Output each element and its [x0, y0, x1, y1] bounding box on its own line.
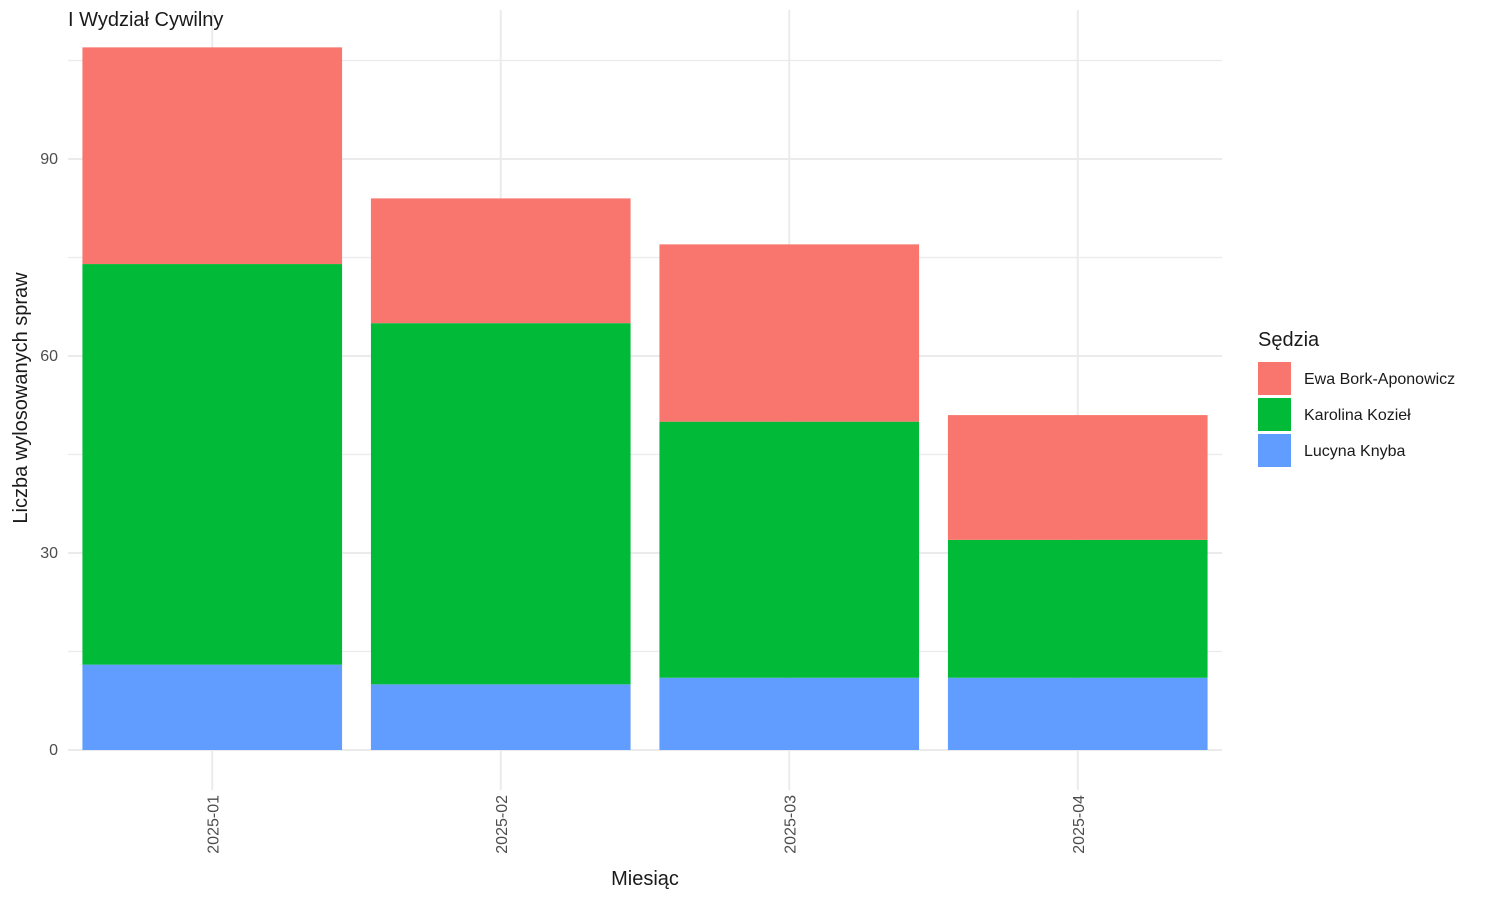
x-axis-title: Miesiąc [611, 868, 679, 890]
x-tick-label: 2025-04 [1071, 795, 1088, 854]
legend-key [1258, 434, 1291, 467]
y-tick-label: 30 [40, 545, 58, 562]
legend-label: Lucyna Knyba [1304, 443, 1406, 460]
bar-segment [659, 244, 920, 422]
bar-segment [370, 684, 631, 750]
bar-segment [947, 415, 1208, 540]
bar-segment [82, 264, 343, 665]
bar-segment [370, 198, 631, 324]
y-axis-ticks: 0 30 60 90 [40, 151, 58, 759]
legend-label: Ewa Bork-Aponowicz [1304, 371, 1455, 388]
legend-key [1258, 398, 1291, 431]
y-tick-label: 60 [40, 348, 58, 365]
legend-label: Karolina Kozieł [1304, 407, 1411, 424]
bar-segment [82, 664, 343, 750]
bar-segment [370, 323, 631, 685]
bar-segment [659, 677, 920, 750]
x-tick-label: 2025-02 [494, 795, 511, 854]
legend-title: Sędzia [1258, 329, 1320, 351]
bar-segment [947, 539, 1208, 678]
x-tick-label: 2025-01 [205, 795, 222, 854]
y-axis-title: Liczba wylosowanych spraw [10, 272, 32, 524]
bar-segment [947, 677, 1208, 750]
x-tick-label: 2025-03 [782, 795, 799, 854]
legend-key [1258, 362, 1291, 395]
y-tick-label: 90 [40, 151, 58, 168]
bars [82, 47, 1208, 750]
chart-title: I Wydział Cywilny [68, 9, 223, 31]
bar-segment [82, 47, 343, 265]
x-axis-ticks: 2025-01 2025-02 2025-03 2025-04 [205, 795, 1088, 854]
bar-segment [659, 421, 920, 678]
legend: Sędzia Ewa Bork-Aponowicz Karolina Kozieł… [1258, 329, 1455, 467]
y-tick-label: 0 [49, 742, 58, 759]
